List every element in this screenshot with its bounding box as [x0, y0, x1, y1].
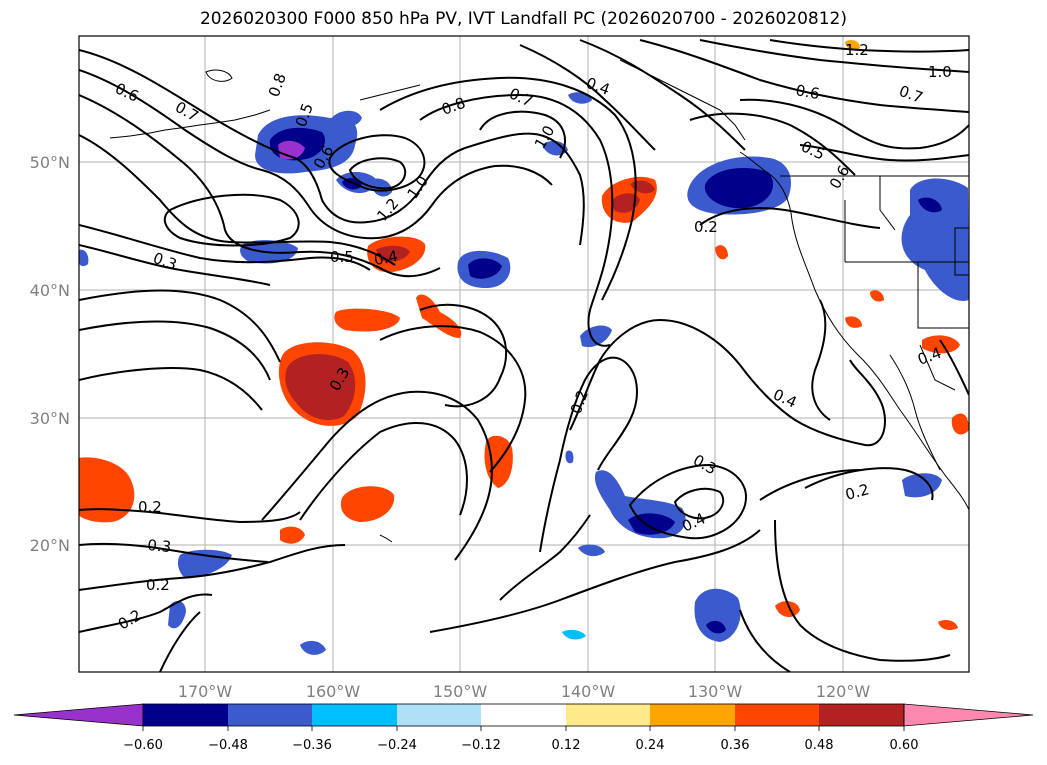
contour-label: 0.2 [138, 498, 162, 516]
contour-label: 0.3 [147, 536, 172, 556]
contour-label: 0.2 [694, 218, 718, 236]
lon-label: 160°W [306, 682, 361, 701]
colorbar-segment [312, 704, 397, 726]
lon-label: 130°W [688, 682, 743, 701]
colorbar-tick-label: 0.24 [636, 738, 665, 753]
contour-lines [79, 39, 969, 672]
colorbar-tick-label: 0.36 [721, 738, 750, 753]
lon-label: 120°W [816, 682, 871, 701]
colorbar-segment [397, 704, 481, 726]
map-plot-area [79, 36, 969, 672]
lon-label: 170°W [178, 682, 233, 701]
contour-label: 0.4 [373, 247, 400, 269]
colorbar-segment [481, 704, 566, 726]
colorbar-segment [819, 704, 904, 726]
lon-label: 140°W [561, 682, 616, 701]
colorbar-tick-label: −0.36 [292, 738, 332, 753]
longitude-labels: 170°W 160°W 150°W 140°W 130°W 120°W [178, 682, 871, 701]
colorbar-segment [228, 704, 312, 726]
colorbar-extend-left [13, 703, 144, 727]
colorbar-tick-label: −0.12 [461, 738, 501, 753]
colorbar-tick-label: 0.12 [552, 738, 581, 753]
colorbar: −0.60 −0.48 −0.36 −0.24 −0.12 0.12 0.24 … [13, 703, 1034, 753]
gridlines [79, 36, 969, 672]
lat-label: 30°N [30, 409, 70, 428]
lat-label: 50°N [30, 153, 70, 172]
colorbar-tick-label: −0.24 [377, 738, 417, 753]
colorbar-segment [566, 704, 650, 726]
colorbar-segment [143, 704, 228, 726]
contour-label: 1.0 [928, 63, 952, 81]
colorbar-extend-right [903, 703, 1034, 727]
filled-anomalies [79, 40, 969, 655]
latitude-labels: 50°N 40°N 30°N 20°N [30, 153, 70, 555]
colorbar-tick-label: 0.48 [805, 738, 834, 753]
colorbar-segment [650, 704, 735, 726]
contour-label: 0.6 [794, 81, 821, 103]
colorbar-tick-label: −0.60 [123, 738, 163, 753]
contour-label: 0.5 [330, 248, 354, 266]
colorbar-segment [735, 704, 819, 726]
contour-label: 0.2 [146, 576, 170, 594]
lat-label: 40°N [30, 281, 70, 300]
contour-label: 0.2 [843, 480, 871, 504]
lat-label: 20°N [30, 536, 70, 555]
contour-label: 1.2 [845, 41, 869, 59]
colorbar-tick-label: −0.48 [208, 738, 248, 753]
map-title: 2026020300 F000 850 hPa PV, IVT Landfall… [199, 9, 847, 29]
colorbar-tick-label: 0.60 [890, 738, 919, 753]
lon-label: 150°W [433, 682, 488, 701]
map-frame [78, 35, 970, 673]
